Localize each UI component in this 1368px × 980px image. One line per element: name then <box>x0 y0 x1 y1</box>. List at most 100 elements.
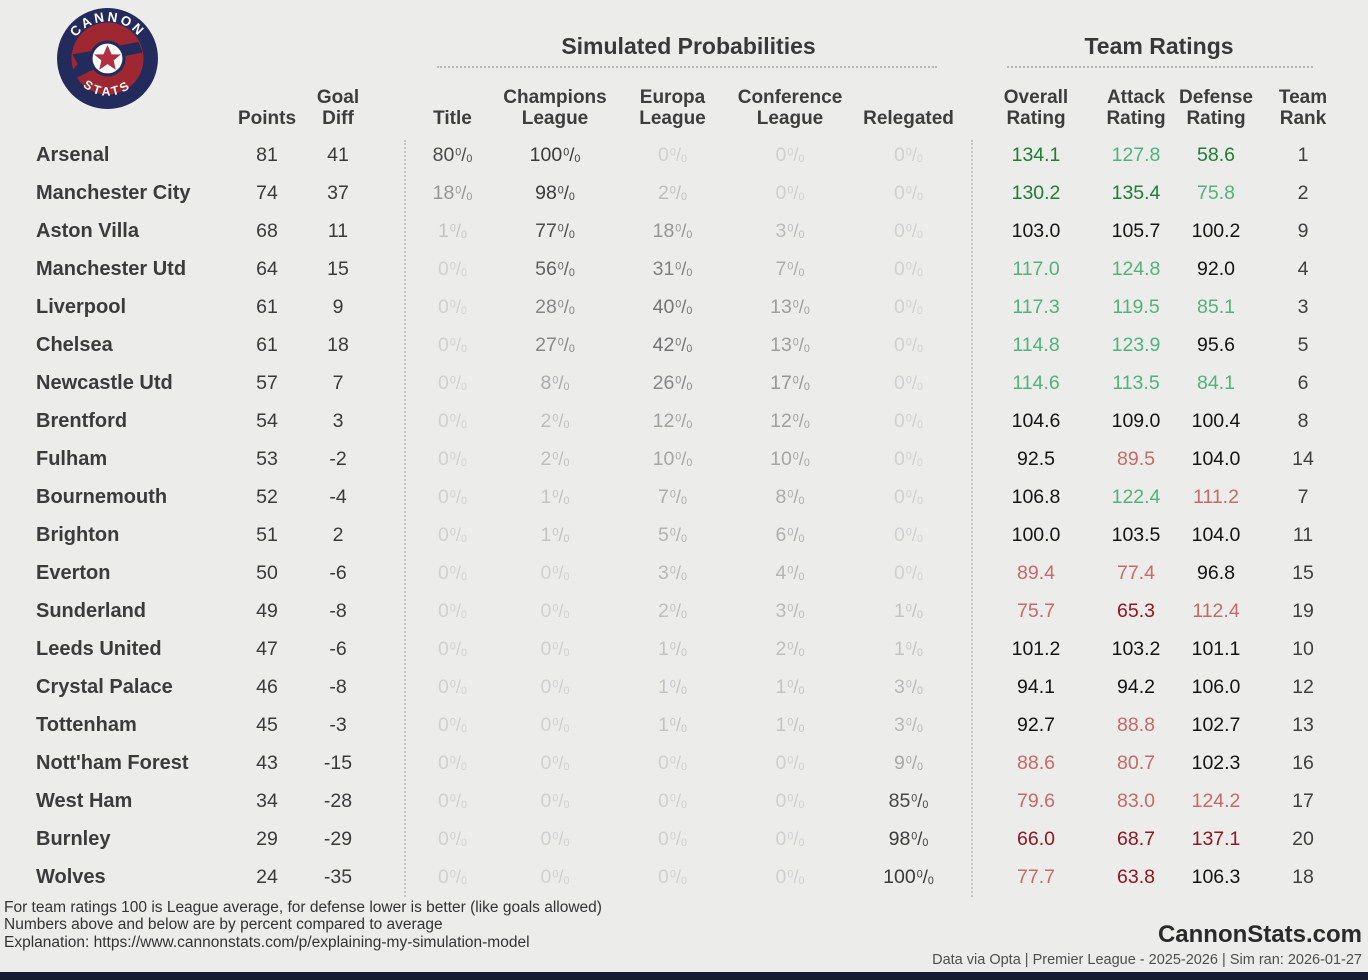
attack-rating: 122.4 <box>1111 485 1161 508</box>
attack-rating: 103.2 <box>1111 637 1161 660</box>
goal-diff-value: 2 <box>332 523 344 546</box>
champions-probability: 00/0 <box>540 637 570 660</box>
title-probability: 00/0 <box>438 827 467 850</box>
team-name: Brighton <box>36 523 120 546</box>
europa-probability: 10/0 <box>658 637 687 660</box>
champions-probability: 980/0 <box>535 181 575 204</box>
defense-rating: 106.0 <box>1191 675 1241 698</box>
europa-probability: 00/0 <box>658 789 687 812</box>
table-row: Brighton 51 2 00/0 10/0 50/0 60/0 00/0 100.0 103.… <box>0 516 1368 554</box>
overall-rating: 117.3 <box>1012 295 1060 318</box>
relegated-probability: 30/0 <box>894 675 923 698</box>
goal-diff-value: -28 <box>323 789 353 812</box>
attack-rating: 63.8 <box>1117 865 1155 888</box>
goal-diff-value: -15 <box>323 751 353 774</box>
relegated-probability: 00/0 <box>894 295 923 318</box>
header-spacer <box>372 70 405 132</box>
team-rank: 6 <box>1297 371 1309 394</box>
overall-rating: 134.1 <box>1011 143 1061 166</box>
defense-rating: 112.4 <box>1192 599 1240 622</box>
overall-rating: 88.6 <box>1017 751 1055 774</box>
points-value: 52 <box>256 485 278 508</box>
team-name: Aston Villa <box>36 219 139 242</box>
attack-rating: 94.2 <box>1117 675 1155 698</box>
table-row: Fulham 53 -2 00/0 20/0 100/0 100/0 00/0 92.5 89.5… <box>0 440 1368 478</box>
points-value: 54 <box>256 409 278 432</box>
points-value: 34 <box>256 789 278 812</box>
points-value: 50 <box>256 561 278 584</box>
table-row: Liverpool 61 9 00/0 280/0 400/0 130/0 00/0 117.3… <box>0 288 1368 326</box>
title-probability: 00/0 <box>438 675 467 698</box>
conference-probability: 10/0 <box>775 713 805 736</box>
table-row: Sunderland 49 -8 00/0 00/0 20/0 30/0 10/0 75.7 65… <box>0 592 1368 630</box>
champions-probability: 270/0 <box>535 333 575 356</box>
conference-probability: 70/0 <box>775 257 805 280</box>
team-rank: 8 <box>1297 409 1309 432</box>
goal-diff-value: -3 <box>329 713 347 736</box>
team-rank: 2 <box>1297 181 1309 204</box>
champions-probability: 80/0 <box>540 371 570 394</box>
europa-probability: 00/0 <box>658 827 687 850</box>
champions-probability: 20/0 <box>540 409 570 432</box>
relegated-probability: 00/0 <box>894 523 923 546</box>
overall-rating: 130.2 <box>1011 181 1061 204</box>
header-team <box>0 70 230 132</box>
relegated-probability: 90/0 <box>894 751 923 774</box>
goal-diff-value: 9 <box>332 295 344 318</box>
champions-probability: 00/0 <box>540 713 570 736</box>
goal-diff-value: -2 <box>329 447 347 470</box>
defense-rating: 58.6 <box>1197 143 1235 166</box>
defense-rating: 124.2 <box>1191 789 1241 812</box>
team-name: Liverpool <box>36 295 127 318</box>
champions-probability: 280/0 <box>535 295 575 318</box>
brand-block: CannonStats.com Data via Opta | Premier … <box>932 921 1362 968</box>
table-row: Manchester Utd 64 15 00/0 560/0 310/0 70/0 00/0… <box>0 250 1368 288</box>
defense-rating: 137.1 <box>1191 827 1241 850</box>
title-probability: 00/0 <box>438 371 467 394</box>
team-rank: 15 <box>1292 561 1314 584</box>
champions-probability: 770/0 <box>535 219 575 242</box>
conference-probability: 00/0 <box>775 751 805 774</box>
team-name: Sunderland <box>36 599 147 622</box>
points-value: 43 <box>256 751 278 774</box>
champions-probability: 00/0 <box>540 865 570 888</box>
footer-note-line: For team ratings 100 is League average, … <box>4 899 602 916</box>
europa-probability: 400/0 <box>652 295 693 318</box>
table-body: Arsenal 81 41 800/0 1000/0 00/0 00/0 00/0 134.1 1… <box>0 136 1368 896</box>
team-name: Crystal Palace <box>36 675 173 698</box>
table-row: Brentford 54 3 00/0 20/0 120/0 120/0 00/0 104.6 1… <box>0 402 1368 440</box>
title-probability: 00/0 <box>438 333 467 356</box>
overall-rating: 117.0 <box>1012 257 1060 280</box>
europa-probability: 260/0 <box>652 371 693 394</box>
title-probability: 00/0 <box>438 257 467 280</box>
team-rank: 1 <box>1297 143 1309 166</box>
team-rank: 11 <box>1292 523 1314 546</box>
champions-probability: 00/0 <box>540 827 570 850</box>
goal-diff-value: -35 <box>323 865 353 888</box>
champions-probability: 20/0 <box>540 447 570 470</box>
goal-diff-value: 15 <box>327 257 349 280</box>
brand-name: CannonStats.com <box>1157 921 1362 948</box>
overall-rating: 77.7 <box>1017 865 1055 888</box>
points-value: 74 <box>256 181 278 204</box>
section-title-probabilities: Simulated Probabilities <box>561 33 816 59</box>
defense-rating: 100.4 <box>1191 409 1241 432</box>
goal-diff-value: 3 <box>332 409 344 432</box>
defense-rating: 84.1 <box>1197 371 1235 394</box>
team-rank: 12 <box>1292 675 1314 698</box>
title-probability: 00/0 <box>438 447 467 470</box>
attack-rating: 124.8 <box>1111 257 1161 280</box>
points-value: 29 <box>256 827 278 850</box>
europa-probability: 00/0 <box>658 751 687 774</box>
points-value: 57 <box>256 371 278 394</box>
header-goal-diff: Goal Diff <box>316 86 360 130</box>
goal-diff-value: -8 <box>329 599 347 622</box>
team-name: Manchester City <box>36 181 191 204</box>
team-name: Wolves <box>36 865 106 888</box>
header-attack-rating: Attack Rating <box>1106 86 1166 130</box>
team-rank: 9 <box>1297 219 1309 242</box>
team-name: Fulham <box>36 447 108 470</box>
title-probability: 00/0 <box>438 751 467 774</box>
table-row: Nott'ham Forest 43 -15 00/0 00/0 00/0 00/0 90/0… <box>0 744 1368 782</box>
champions-probability: 10/0 <box>540 523 570 546</box>
